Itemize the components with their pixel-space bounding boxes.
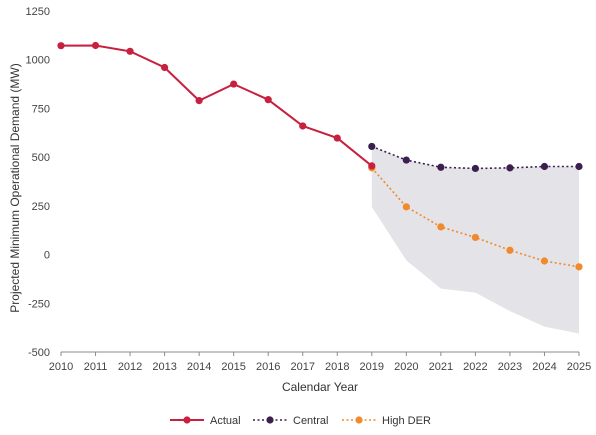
data-point-actual: [195, 97, 203, 105]
data-point-high-der: [575, 263, 583, 271]
y-tick-label: -500: [28, 347, 50, 359]
x-tick-label: 2010: [49, 361, 73, 373]
data-point-actual: [230, 80, 238, 88]
data-point-actual: [57, 42, 65, 50]
y-tick-label: 1250: [26, 6, 50, 18]
x-tick-label: 2024: [532, 361, 556, 373]
legend-item-high-der: High DER: [342, 415, 431, 427]
data-point-actual: [299, 122, 307, 130]
data-point-central: [506, 164, 514, 172]
legend: Actual Central High DER: [170, 415, 431, 427]
legend-item-central: Central: [253, 415, 328, 427]
data-point-high-der: [506, 246, 514, 254]
legend-marker-high-der: [355, 416, 363, 424]
y-tick-label: 0: [44, 250, 50, 262]
x-tick-label: 2011: [84, 361, 108, 373]
y-tick-label: 500: [32, 152, 50, 164]
data-point-actual: [264, 96, 272, 104]
legend-marker-actual: [183, 416, 191, 424]
y-tick-label: 250: [32, 201, 50, 213]
data-point-high-der: [402, 203, 410, 211]
x-tick-label: 2015: [221, 361, 245, 373]
y-axis-title: Projected Minimum Operational Demand (MW…: [8, 63, 22, 312]
legend-label-actual: Actual: [210, 415, 241, 427]
axis-layer: -500 -250 0 250 500 750 1000 1250 2010 2011 2012 20…: [26, 6, 592, 373]
y-tick-label: -250: [28, 298, 50, 310]
x-tick-label: 2018: [325, 361, 349, 373]
data-point-actual: [368, 162, 376, 170]
series-actual: [57, 41, 376, 170]
x-tick-label: 2014: [187, 361, 211, 373]
data-point-high-der: [437, 223, 445, 231]
x-tick-label: 2016: [256, 361, 280, 373]
series-central: [368, 142, 583, 173]
data-point-actual: [161, 63, 169, 72]
series-line-actual: [60, 44, 373, 167]
x-axis-title: Calendar Year: [282, 380, 358, 394]
legend-label-high-der: High DER: [382, 415, 431, 427]
data-point-central: [471, 164, 479, 173]
data-point-actual: [126, 47, 134, 55]
x-tick-label: 2012: [118, 361, 142, 373]
x-tick-label: 2021: [429, 361, 453, 373]
x-tick-label: 2025: [567, 361, 591, 373]
data-point-central: [575, 162, 583, 171]
data-point-central: [437, 163, 445, 171]
data-point-central: [402, 156, 410, 164]
data-point-high-der: [540, 257, 549, 265]
legend-label-central: Central: [293, 415, 328, 427]
x-tick-label: 2017: [290, 361, 314, 373]
y-tick-label: 1000: [26, 55, 50, 67]
legend-item-actual: Actual: [170, 415, 241, 427]
x-tick-label: 2019: [360, 361, 384, 373]
data-point-actual: [333, 134, 341, 142]
data-point-central: [540, 162, 549, 171]
data-point-high-der: [471, 233, 479, 242]
data-point-actual: [91, 41, 100, 50]
data-point-central: [368, 142, 376, 151]
series-layer: [57, 41, 583, 271]
legend-marker-central: [266, 416, 274, 424]
x-tick-label: 2020: [394, 361, 418, 373]
x-tick-label: 2013: [152, 361, 176, 373]
x-tick-label: 2022: [463, 361, 487, 373]
y-tick-label: 750: [32, 103, 50, 115]
x-tick-label: 2023: [498, 361, 522, 373]
